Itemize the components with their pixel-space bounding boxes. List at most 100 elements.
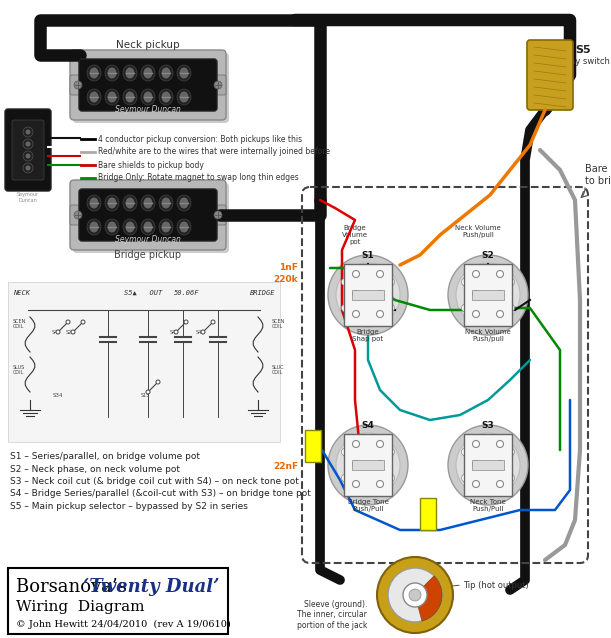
Circle shape [461,474,469,482]
Text: S4 – Bridge Series/parallel (&coil-cut with S3) – on bridge tone pot: S4 – Bridge Series/parallel (&coil-cut w… [10,489,311,498]
Circle shape [364,435,372,443]
Circle shape [23,127,33,137]
Text: S1 – Series/parallel, on bridge volume pot: S1 – Series/parallel, on bridge volume p… [10,452,200,461]
Circle shape [484,265,492,273]
FancyBboxPatch shape [210,205,226,225]
Text: Tip (hot output): Tip (hot output) [463,581,529,590]
Ellipse shape [161,91,170,103]
Circle shape [472,480,480,487]
Circle shape [201,330,205,334]
Circle shape [328,425,408,505]
FancyBboxPatch shape [70,75,86,95]
Circle shape [376,271,384,278]
Circle shape [23,151,33,161]
Text: Bare wire,
to bridge: Bare wire, to bridge [585,164,611,186]
Ellipse shape [177,219,191,235]
Text: Bridge
Volume
pot: Bridge Volume pot [342,225,368,245]
Ellipse shape [87,219,101,235]
Text: S45: S45 [196,330,205,335]
Circle shape [461,448,469,456]
Ellipse shape [141,89,155,105]
Circle shape [409,589,421,601]
Ellipse shape [161,221,170,232]
Ellipse shape [141,219,155,235]
Text: 22nF: 22nF [273,462,298,471]
Text: SCEN
COIL: SCEN COIL [272,318,285,329]
Ellipse shape [87,65,101,81]
Circle shape [387,278,395,286]
Circle shape [497,311,503,318]
Circle shape [353,440,359,447]
Circle shape [353,290,359,297]
Circle shape [461,304,469,312]
Ellipse shape [180,198,189,209]
Circle shape [81,320,85,324]
Text: Bridge Tone
Push/Pull: Bridge Tone Push/Pull [348,499,389,512]
Text: Seymour Duncan: Seymour Duncan [115,105,181,114]
Circle shape [146,390,150,394]
Circle shape [376,290,384,297]
Text: S2: S2 [481,251,494,260]
Ellipse shape [159,89,173,105]
Circle shape [497,290,503,297]
Text: S3: S3 [481,421,494,430]
Circle shape [214,211,222,219]
Ellipse shape [125,68,134,78]
Circle shape [507,304,514,312]
Circle shape [342,304,349,312]
Circle shape [387,448,395,456]
FancyBboxPatch shape [210,75,226,95]
Text: 1nF: 1nF [279,263,298,272]
Text: S5▲   OUT: S5▲ OUT [124,290,163,296]
Circle shape [26,130,31,135]
Ellipse shape [144,221,153,232]
Circle shape [448,425,528,505]
Circle shape [497,461,503,468]
Ellipse shape [180,221,189,232]
Text: S2 – Neck phase, on neck volume pot: S2 – Neck phase, on neck volume pot [10,464,180,473]
Circle shape [497,480,503,487]
FancyBboxPatch shape [5,109,51,191]
Text: 50.06F: 50.06F [174,290,200,296]
Circle shape [376,480,384,487]
Text: S45: S45 [170,330,180,335]
FancyBboxPatch shape [476,286,500,304]
FancyBboxPatch shape [73,53,229,123]
Ellipse shape [108,91,117,103]
Circle shape [448,255,528,335]
Circle shape [211,320,215,324]
Text: NECK: NECK [13,290,30,296]
Ellipse shape [159,195,173,211]
Text: S15: S15 [141,393,150,398]
Ellipse shape [141,65,155,81]
FancyBboxPatch shape [73,183,229,253]
Circle shape [376,461,384,468]
Text: S3 – Neck coil cut (& bridge coil cut with S4) – on neck tone pot: S3 – Neck coil cut (& bridge coil cut wi… [10,477,299,486]
Text: 4 conductor pickup conversion: Both pickups like this: 4 conductor pickup conversion: Both pick… [98,135,302,144]
Ellipse shape [177,195,191,211]
Ellipse shape [108,221,117,232]
Circle shape [484,435,492,443]
Ellipse shape [89,221,98,232]
Circle shape [472,271,480,278]
Ellipse shape [141,195,155,211]
Text: Bare shields to pickup body: Bare shields to pickup body [98,161,204,170]
Text: ‘Twenty Dual’: ‘Twenty Dual’ [83,578,219,597]
Circle shape [342,278,349,286]
Text: Red/white are to the wires that were internally joined before: Red/white are to the wires that were int… [98,147,330,156]
Bar [472,290,504,300]
Text: Neck Volume
Push/pull: Neck Volume Push/pull [455,225,501,238]
Circle shape [507,448,514,456]
Text: S4²: S4² [52,330,60,335]
Text: Borsanova’s: Borsanova’s [16,578,133,596]
Circle shape [484,265,492,273]
Text: 220k: 220k [273,276,298,285]
Ellipse shape [180,68,189,78]
Bar [464,434,512,496]
Ellipse shape [144,91,153,103]
Ellipse shape [123,65,137,81]
Circle shape [353,271,359,278]
Circle shape [26,154,31,158]
FancyBboxPatch shape [527,40,573,110]
Text: BRIDGE: BRIDGE [249,290,275,296]
